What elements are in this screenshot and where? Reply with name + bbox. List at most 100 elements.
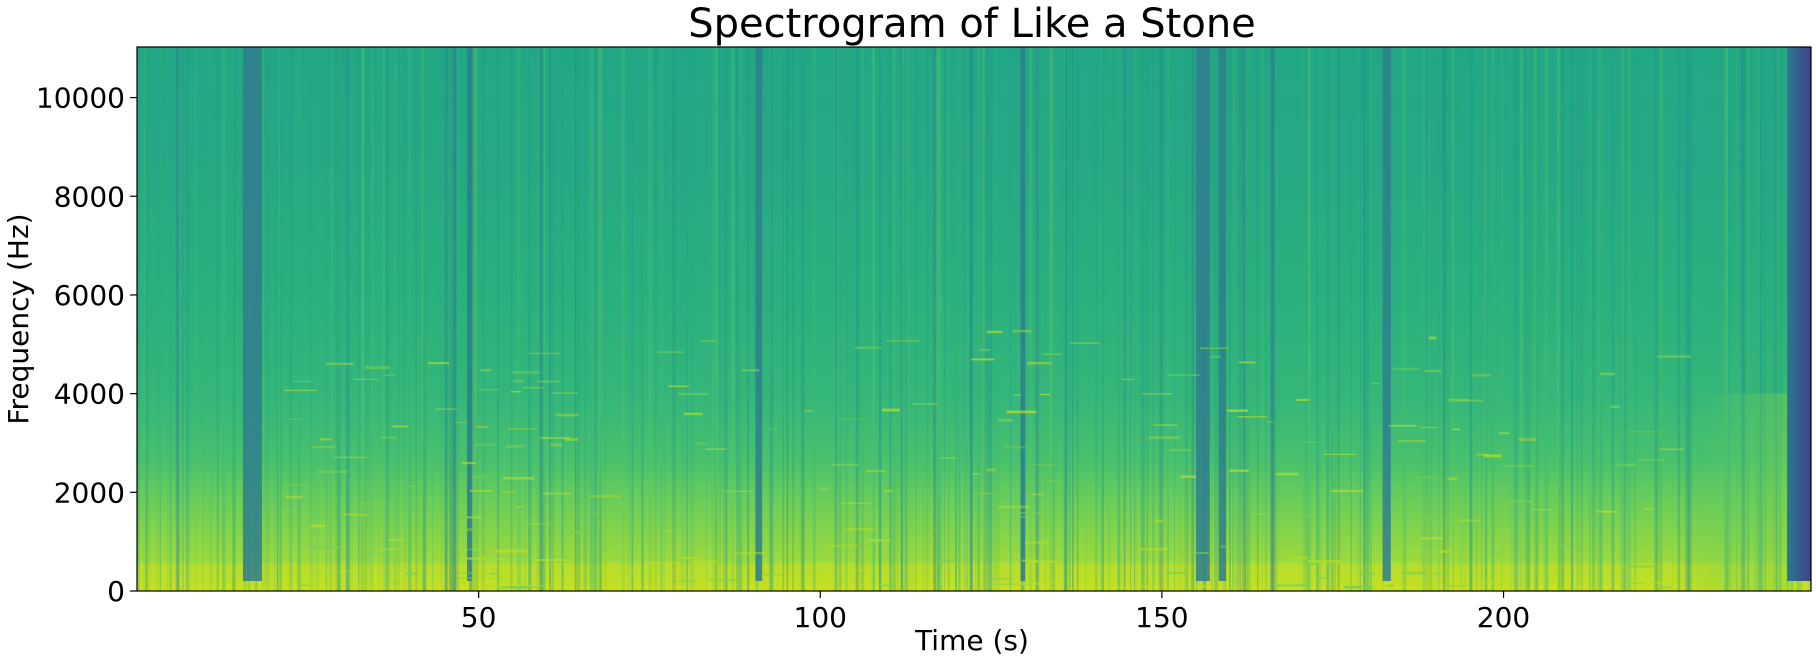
- time-stripe: [900, 47, 904, 591]
- time-stripe: [738, 47, 743, 591]
- time-stripe: [838, 47, 842, 591]
- time-stripe: [419, 47, 420, 591]
- time-stripe: [890, 47, 894, 591]
- time-stripe: [627, 47, 629, 591]
- time-stripe: [223, 47, 226, 591]
- time-stripe: [1654, 47, 1658, 591]
- x-tick-label: 200: [1477, 601, 1530, 634]
- time-stripe: [1485, 47, 1488, 591]
- time-stripe: [325, 47, 328, 591]
- time-stripe: [1688, 47, 1690, 591]
- time-stripe: [1633, 47, 1637, 591]
- time-stripe: [472, 47, 475, 591]
- time-stripe: [1068, 47, 1071, 591]
- time-stripe: [1778, 47, 1781, 591]
- harmonic-streak: [378, 548, 399, 550]
- harmonic-streak: [1337, 580, 1365, 583]
- harmonic-streak: [1599, 372, 1615, 376]
- time-stripe: [714, 47, 718, 591]
- harmonic-streak: [298, 583, 308, 587]
- time-stripe: [1117, 47, 1119, 591]
- time-stripe: [1134, 47, 1136, 591]
- harmonic-streak: [310, 524, 326, 528]
- time-stripe: [948, 47, 950, 591]
- harmonic-streak: [1424, 369, 1442, 373]
- harmonic-streak: [845, 527, 875, 531]
- time-stripe: [1758, 47, 1760, 591]
- time-stripe: [944, 47, 945, 591]
- time-stripe: [672, 47, 676, 591]
- harmonic-streak: [804, 410, 813, 412]
- time-stripe: [990, 47, 993, 591]
- time-stripe: [264, 47, 266, 591]
- time-stripe: [536, 47, 541, 591]
- time-stripe: [346, 47, 350, 591]
- time-stripe: [1535, 47, 1539, 591]
- time-stripe: [1469, 47, 1473, 591]
- harmonic-streak: [681, 557, 699, 559]
- time-stripe: [1326, 47, 1330, 591]
- time-stripe: [1308, 47, 1312, 591]
- time-stripe: [878, 47, 882, 591]
- time-stripe: [723, 47, 727, 591]
- harmonic-streak: [1616, 463, 1636, 467]
- time-stripe: [947, 47, 949, 591]
- harmonic-streak: [1042, 353, 1062, 355]
- time-stripe: [1035, 47, 1038, 591]
- time-stripe: [1036, 47, 1040, 591]
- harmonic-streak: [1443, 518, 1454, 520]
- harmonic-streak: [1152, 424, 1178, 426]
- time-stripe: [629, 47, 634, 591]
- harmonic-streak: [1370, 382, 1380, 384]
- time-stripe: [803, 47, 805, 591]
- time-stripe: [598, 47, 602, 591]
- time-stripe: [457, 47, 459, 591]
- harmonic-streak: [1140, 585, 1154, 588]
- time-stripe: [337, 47, 340, 591]
- harmonic-streak: [1303, 515, 1317, 518]
- harmonic-streak: [551, 392, 578, 394]
- time-stripe: [1754, 47, 1758, 591]
- time-stripe: [1484, 47, 1488, 591]
- time-stripe: [1211, 47, 1213, 591]
- harmonic-streak: [1121, 378, 1135, 381]
- harmonic-streak: [1030, 493, 1044, 496]
- harmonic-streak: [986, 468, 996, 472]
- harmonic-streak: [1289, 556, 1309, 560]
- harmonic-streak: [620, 571, 637, 574]
- time-stripe: [800, 47, 803, 591]
- harmonic-streak: [498, 517, 531, 520]
- harmonic-streak: [1624, 565, 1657, 568]
- time-stripe: [448, 47, 451, 591]
- time-stripe: [177, 47, 179, 591]
- time-stripe: [1316, 47, 1319, 591]
- harmonic-streak: [311, 445, 336, 449]
- harmonic-streak: [465, 528, 490, 532]
- time-stripe: [911, 47, 913, 591]
- harmonic-streak: [512, 371, 541, 374]
- harmonic-streak: [1141, 393, 1173, 395]
- time-stripe: [660, 47, 664, 591]
- time-stripe: [454, 47, 457, 591]
- time-stripe: [814, 47, 817, 591]
- time-stripe: [692, 47, 694, 591]
- time-stripe: [1246, 47, 1250, 591]
- time-stripe: [473, 47, 478, 591]
- harmonic-streak: [1210, 355, 1221, 358]
- time-stripe: [1611, 47, 1615, 591]
- harmonic-streak: [1344, 586, 1373, 589]
- time-stripe: [1748, 47, 1750, 591]
- time-stripe: [1108, 47, 1110, 591]
- harmonic-streak: [1247, 570, 1262, 572]
- harmonic-streak: [515, 444, 526, 448]
- time-stripe: [516, 47, 519, 591]
- harmonic-streak: [485, 584, 495, 586]
- harmonic-streak: [1033, 463, 1055, 466]
- harmonic-streak: [1323, 453, 1356, 455]
- quiet-segment: [1196, 47, 1210, 581]
- harmonic-streak: [1042, 580, 1054, 584]
- time-stripe: [1688, 47, 1692, 591]
- time-stripe: [1369, 47, 1372, 591]
- harmonic-streak: [1658, 448, 1685, 451]
- harmonic-streak: [408, 485, 416, 487]
